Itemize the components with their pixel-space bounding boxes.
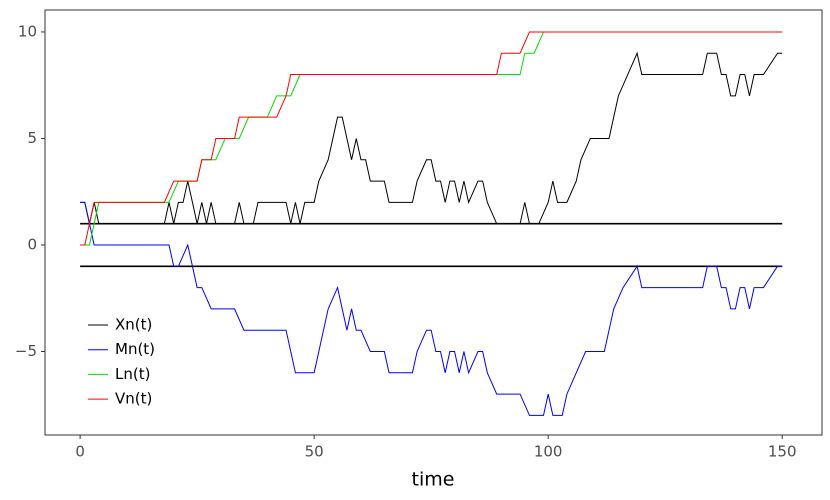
- series-line: [80, 51, 783, 225]
- x-tick-label: 100: [534, 443, 563, 461]
- legend-label: Mn(t): [115, 340, 155, 358]
- legend-label: Ln(t): [115, 365, 150, 383]
- y-tick-label: 5: [27, 129, 37, 147]
- legend-label: Xn(t): [115, 316, 152, 334]
- y-tick-label: 0: [27, 235, 37, 253]
- x-tick-label: 150: [768, 443, 797, 461]
- x-axis-label: time: [412, 469, 455, 491]
- y-tick-label: 10: [18, 22, 37, 40]
- x-tick-label: 0: [75, 443, 85, 461]
- series-line: [80, 201, 783, 416]
- series-line: [80, 31, 783, 246]
- legend-label: Vn(t): [115, 390, 152, 408]
- y-tick-label: −5: [15, 342, 37, 360]
- x-tick-label: 50: [305, 443, 324, 461]
- panel: [44, 9, 823, 436]
